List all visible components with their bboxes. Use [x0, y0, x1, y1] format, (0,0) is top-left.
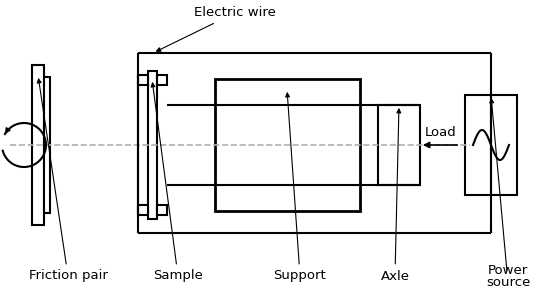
- Bar: [44, 77, 50, 213]
- Bar: [378, 105, 420, 185]
- Bar: [157, 75, 167, 85]
- Bar: [138, 205, 148, 215]
- Text: Load: Load: [425, 127, 456, 139]
- Bar: [215, 79, 360, 211]
- Text: Friction pair: Friction pair: [29, 79, 107, 282]
- Text: Power: Power: [488, 265, 528, 277]
- Text: source: source: [486, 99, 530, 289]
- Bar: [465, 95, 517, 195]
- Text: Electric wire: Electric wire: [157, 6, 276, 51]
- Bar: [32, 65, 44, 225]
- Bar: [157, 205, 167, 215]
- Text: Support: Support: [274, 93, 326, 282]
- Bar: [138, 75, 148, 85]
- Bar: [148, 71, 157, 219]
- Text: Axle: Axle: [381, 109, 410, 282]
- Text: Sample: Sample: [151, 83, 203, 282]
